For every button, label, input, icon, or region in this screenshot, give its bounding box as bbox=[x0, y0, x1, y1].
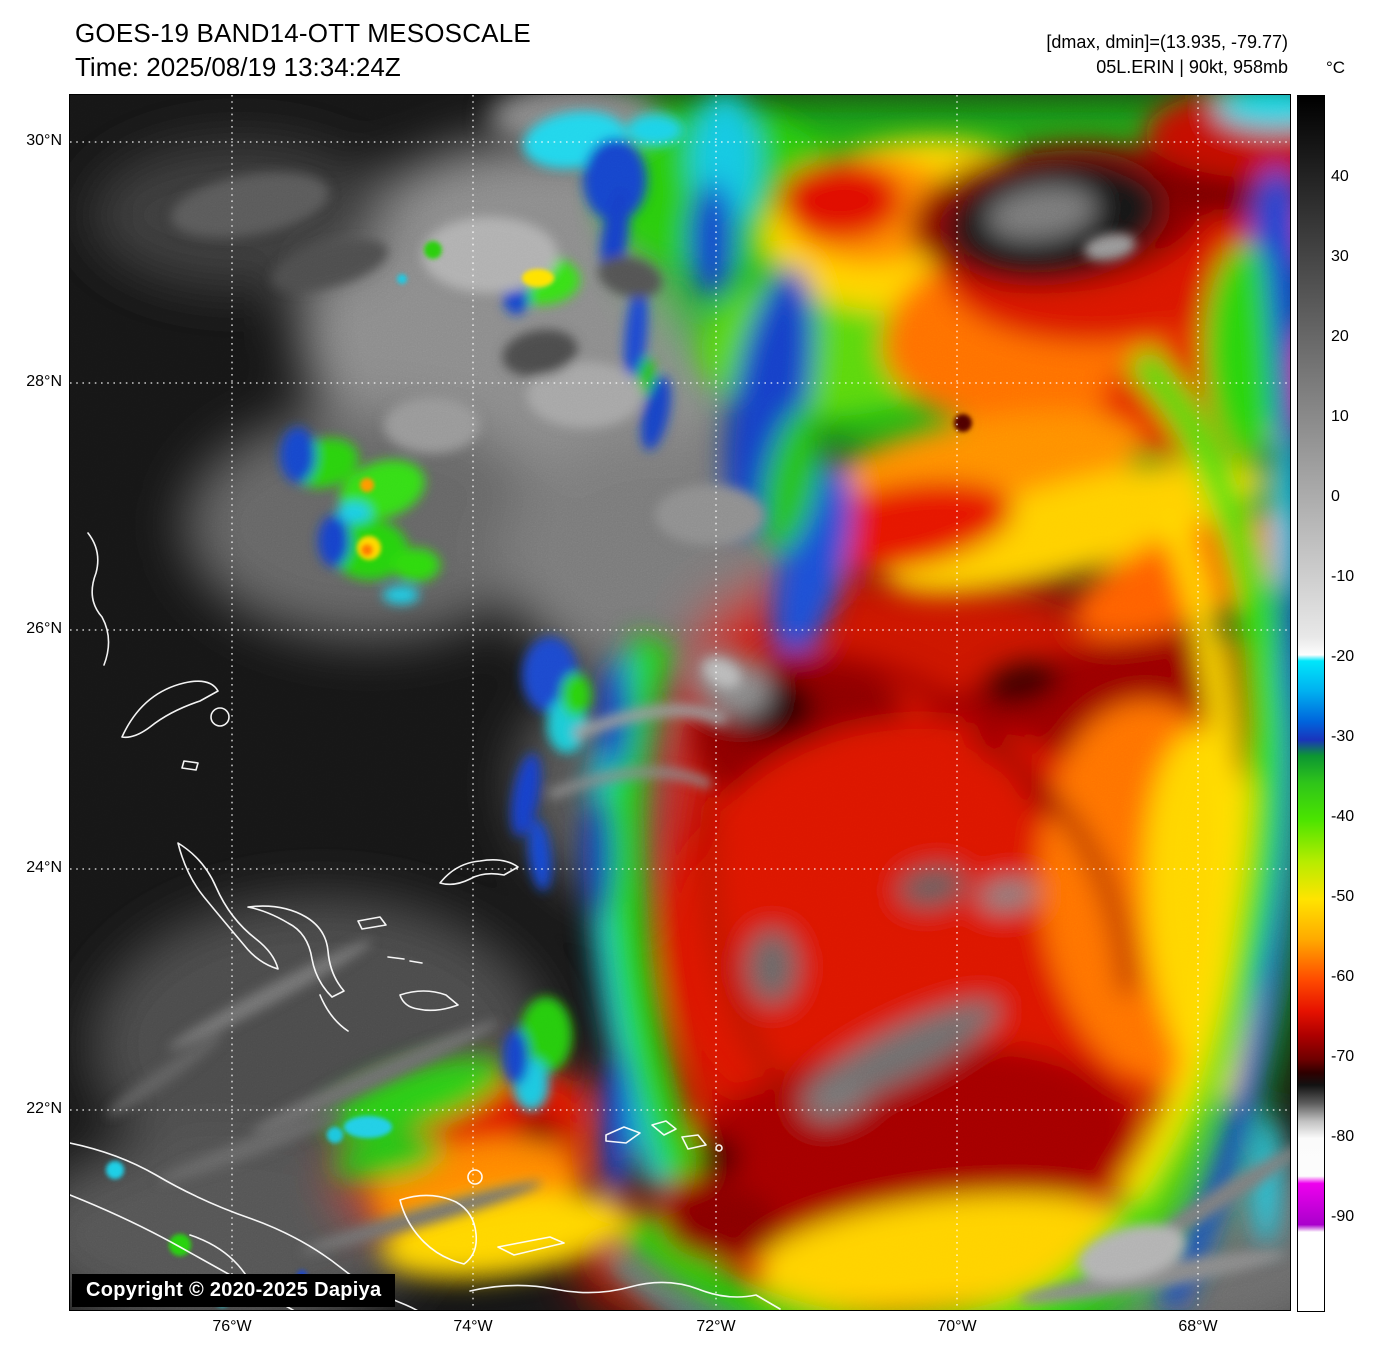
colorbar-tick: 30 bbox=[1331, 248, 1349, 265]
lat-label-26n: 26°N bbox=[26, 620, 62, 637]
colorbar-unit-label: °C bbox=[1326, 58, 1346, 77]
colorbar-tick: -10 bbox=[1331, 568, 1355, 585]
lon-label-74w: 74°W bbox=[453, 1318, 493, 1335]
dmax-dmin-readout: [dmax, dmin]=(13.935, -79.77) bbox=[1046, 32, 1288, 52]
lon-label-76w: 76°W bbox=[212, 1318, 252, 1335]
header-right: [dmax, dmin]=(13.935, -79.77) 05L.ERIN |… bbox=[1046, 30, 1288, 80]
colorbar-tick: -60 bbox=[1331, 968, 1355, 985]
lat-label-30n: 30°N bbox=[26, 132, 62, 149]
lat-label-28n: 28°N bbox=[26, 373, 62, 390]
lon-label-70w: 70°W bbox=[937, 1318, 977, 1335]
colorbar-tick: -50 bbox=[1331, 888, 1355, 905]
lon-label-72w: 72°W bbox=[696, 1318, 736, 1335]
storm-info: 05L.ERIN | 90kt, 958mb bbox=[1096, 57, 1288, 77]
grain-texture bbox=[70, 95, 1290, 1310]
colorbar-tick: 10 bbox=[1331, 408, 1349, 425]
temperature-colorbar bbox=[1297, 95, 1325, 1312]
image-timestamp: Time: 2025/08/19 13:34:24Z bbox=[75, 52, 401, 82]
satellite-map: Copyright © 2020-2025 Dapiya bbox=[69, 94, 1291, 1311]
colorbar-tick: 0 bbox=[1331, 488, 1340, 505]
colorbar-tick: -80 bbox=[1331, 1128, 1355, 1145]
lat-label-22n: 22°N bbox=[26, 1100, 62, 1117]
page-title: GOES-19 BAND14-OTT MESOSCALE bbox=[75, 18, 531, 48]
colorbar-tick: -40 bbox=[1331, 808, 1355, 825]
lon-label-68w: 68°W bbox=[1178, 1318, 1218, 1335]
colorbar-tick: 40 bbox=[1331, 168, 1349, 185]
coastlines bbox=[70, 532, 781, 1310]
copyright-badge: Copyright © 2020-2025 Dapiya bbox=[72, 1274, 396, 1307]
colorbar-tick: -30 bbox=[1331, 728, 1355, 745]
colorbar-tick: -70 bbox=[1331, 1048, 1355, 1065]
satellite-image bbox=[70, 95, 1290, 1310]
colorbar-tick: -90 bbox=[1331, 1208, 1355, 1225]
colorbar-tick: -20 bbox=[1331, 648, 1355, 665]
lat-label-24n: 24°N bbox=[26, 859, 62, 876]
colorbar-tick: 20 bbox=[1331, 328, 1349, 345]
